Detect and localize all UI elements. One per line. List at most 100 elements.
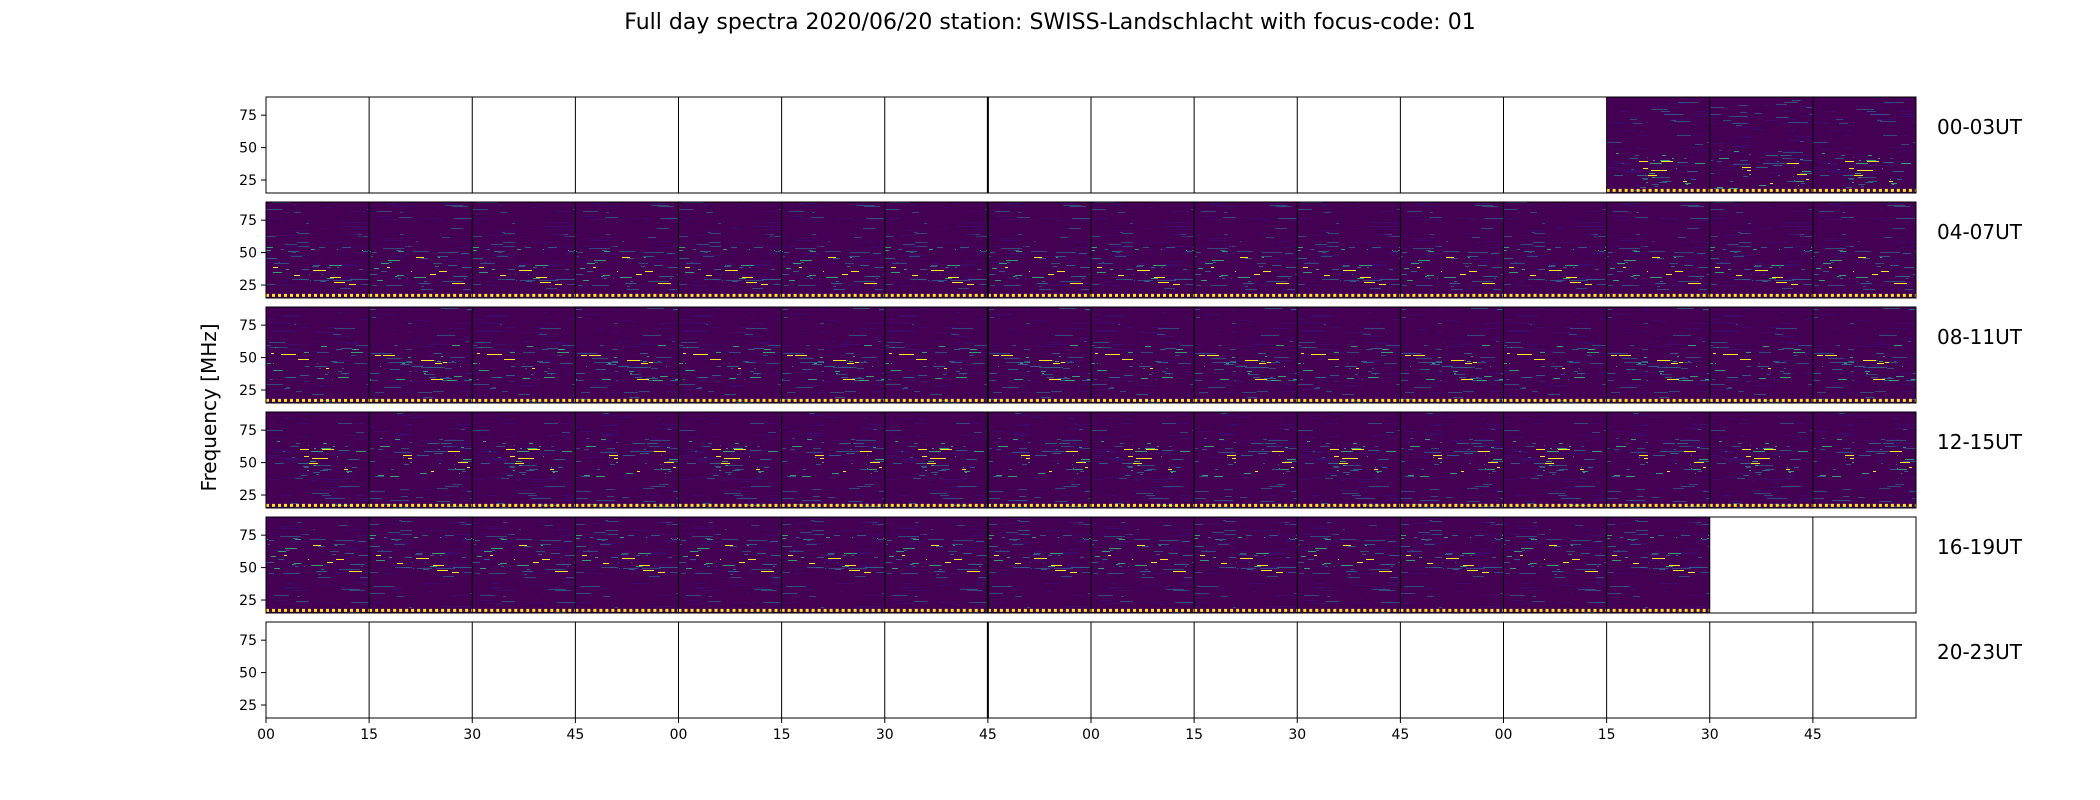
empty-panel (1091, 97, 1195, 193)
x-tick-label: 15 (773, 727, 791, 743)
spectrum-panel (987, 202, 1091, 298)
spectrum-panel (1606, 517, 1710, 613)
empty-panel (884, 622, 988, 718)
x-tick-label: 30 (876, 727, 894, 743)
x-tick-label: 30 (1701, 727, 1719, 743)
empty-panel (1194, 97, 1298, 193)
x-tick-label: 45 (1391, 727, 1409, 743)
x-tick-label: 00 (1082, 727, 1100, 743)
spectrum-panel (678, 307, 782, 403)
row-label: 00-03UT (1937, 115, 2023, 139)
spectrum-panel (1400, 412, 1504, 508)
y-tick-label: 50 (239, 351, 257, 367)
x-tick-label: 45 (979, 727, 997, 743)
empty-panel (1709, 517, 1813, 613)
spectrum-panel (678, 517, 782, 613)
row-frame (265, 96, 1917, 194)
chart-title: Full day spectra 2020/06/20 station: SWI… (624, 10, 1476, 35)
spectrum-panel (266, 202, 370, 298)
spectrum-panel (1812, 202, 1916, 298)
row-04-07UT: 75 50 25 04-07UT (239, 201, 2023, 299)
empty-panel (369, 622, 473, 718)
row-label: 16-19UT (1937, 535, 2023, 559)
empty-panel (1812, 622, 1916, 718)
row-08-11UT: 75 50 25 08-11UT (239, 306, 2023, 404)
spectrum-panel (1606, 202, 1710, 298)
spectrum-panel (1194, 412, 1298, 508)
empty-panel (1709, 622, 1813, 718)
y-tick-label: 25 (239, 173, 257, 189)
y-tick-label: 75 (239, 213, 257, 229)
y-tick-label: 25 (239, 488, 257, 504)
spectrum-panel (1503, 517, 1607, 613)
spectrum-panel (678, 202, 782, 298)
empty-panel (781, 622, 885, 718)
spectrum-panel (1812, 307, 1916, 403)
spectrum-panel (884, 517, 988, 613)
empty-panel (1297, 97, 1401, 193)
spectrum-panel (369, 307, 473, 403)
spectrum-panel (1709, 97, 1813, 193)
spectrum-panel (781, 202, 885, 298)
empty-panel (575, 622, 679, 718)
spectrum-panel (1400, 307, 1504, 403)
x-tick-label: 30 (1288, 727, 1306, 743)
y-tick-label: 50 (239, 666, 257, 682)
empty-panel (266, 622, 370, 718)
spectra-panels: 75502500-03UT75502504-07UT75502508-11UT7… (239, 96, 2023, 719)
spectrum-panel (678, 412, 782, 508)
spectrum-panel (472, 517, 576, 613)
empty-panel (987, 97, 1091, 193)
empty-panel (575, 97, 679, 193)
spectrum-panel (575, 412, 679, 508)
spectrum-panel (987, 412, 1091, 508)
spectrum-panel (1091, 202, 1195, 298)
spectrum-panel (575, 202, 679, 298)
row-00-03UT: 75 50 25 00-03UT (239, 96, 2023, 194)
empty-panel (1091, 622, 1195, 718)
spectrum-panel (369, 412, 473, 508)
empty-panel (1400, 622, 1504, 718)
spectrum-panel (472, 202, 576, 298)
row-frame (265, 201, 1917, 299)
row-frame (265, 516, 1917, 614)
spectrum-panel (1297, 412, 1401, 508)
spectrum-panel (1503, 412, 1607, 508)
y-axis-label: Frequency [MHz] (197, 323, 221, 491)
row-20-23UT: 75 50 25 20-23UT (239, 621, 2023, 719)
y-tick-label: 50 (239, 141, 257, 157)
spectrum-panel (1297, 307, 1401, 403)
empty-panel (1812, 517, 1916, 613)
row-frame (265, 306, 1917, 404)
x-tick-label: 15 (360, 727, 378, 743)
spectrum-panel (1503, 202, 1607, 298)
spectrum-panel (1400, 517, 1504, 613)
x-tick-label: 00 (1495, 727, 1513, 743)
spectrum-panel (987, 307, 1091, 403)
row-label: 20-23UT (1937, 640, 2023, 664)
y-tick-label: 75 (239, 108, 257, 124)
empty-panel (369, 97, 473, 193)
empty-panel (781, 97, 885, 193)
y-tick-label: 75 (239, 318, 257, 334)
spectrum-panel (1503, 307, 1607, 403)
spectrum-panel (1091, 412, 1195, 508)
spectrum-panel (781, 517, 885, 613)
spectrum-panel (1194, 307, 1298, 403)
spectrum-panel (1812, 412, 1916, 508)
spectrum-panel (1709, 412, 1813, 508)
x-tick-label: 45 (1804, 727, 1822, 743)
spectrum-panel (884, 307, 988, 403)
y-tick-label: 75 (239, 633, 257, 649)
empty-panel (678, 97, 782, 193)
empty-panel (1503, 622, 1607, 718)
empty-panel (1606, 622, 1710, 718)
spectrum-panel (1606, 307, 1710, 403)
y-tick-label: 25 (239, 383, 257, 399)
spectrum-panel (884, 412, 988, 508)
empty-panel (1194, 622, 1298, 718)
spectrum-panel (266, 517, 370, 613)
y-tick-label: 25 (239, 593, 257, 609)
row-12-15UT: 75 50 25 12-15UT (239, 411, 2023, 509)
spectrum-panel (1194, 517, 1298, 613)
